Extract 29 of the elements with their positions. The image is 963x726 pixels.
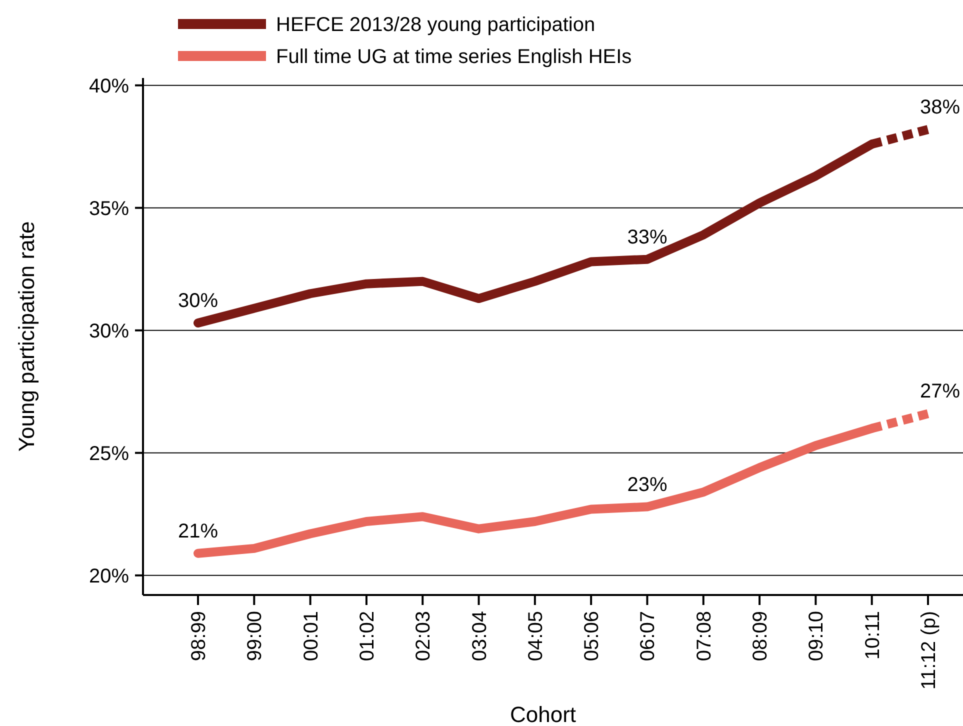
annotation: 30% bbox=[178, 290, 218, 312]
x-tick-label: 03:04 bbox=[468, 611, 491, 662]
y-tick-label: 35% bbox=[88, 198, 130, 220]
x-tick-label: 04:05 bbox=[524, 611, 547, 662]
legend-label: HEFCE 2013/28 young participation bbox=[276, 14, 596, 36]
x-tick-label: 06:07 bbox=[637, 611, 660, 662]
x-tick-label: 02:03 bbox=[412, 611, 435, 662]
x-tick-label: 08:09 bbox=[750, 611, 772, 662]
y-axis-title: Young participation rate bbox=[14, 221, 39, 452]
y-tick-label: 20% bbox=[88, 565, 130, 588]
annotation: 33% bbox=[627, 226, 668, 248]
annotation: 21% bbox=[178, 520, 218, 542]
x-axis-title: Cohort bbox=[510, 702, 576, 726]
annotation: 27% bbox=[920, 380, 960, 403]
y-tick-label: 25% bbox=[88, 442, 130, 465]
x-tick-label: 11:12 (p) bbox=[918, 611, 940, 690]
annotation: 23% bbox=[627, 474, 668, 496]
x-tick-label: 01:02 bbox=[356, 611, 378, 662]
legend-label: Full time UG at time series English HEIs bbox=[276, 46, 632, 68]
y-tick-label: 40% bbox=[88, 75, 130, 98]
x-tick-label: 10:11 bbox=[862, 611, 884, 660]
x-tick-label: 98:99 bbox=[188, 611, 210, 662]
x-tick-label: 05:06 bbox=[581, 611, 604, 662]
x-tick-label: 09:10 bbox=[806, 611, 828, 662]
x-tick-label: 00:01 bbox=[300, 611, 322, 662]
annotation: 38% bbox=[920, 96, 960, 118]
x-tick-label: 07:08 bbox=[693, 611, 716, 662]
y-tick-label: 30% bbox=[88, 320, 130, 342]
x-tick-label: 99:00 bbox=[244, 611, 266, 662]
